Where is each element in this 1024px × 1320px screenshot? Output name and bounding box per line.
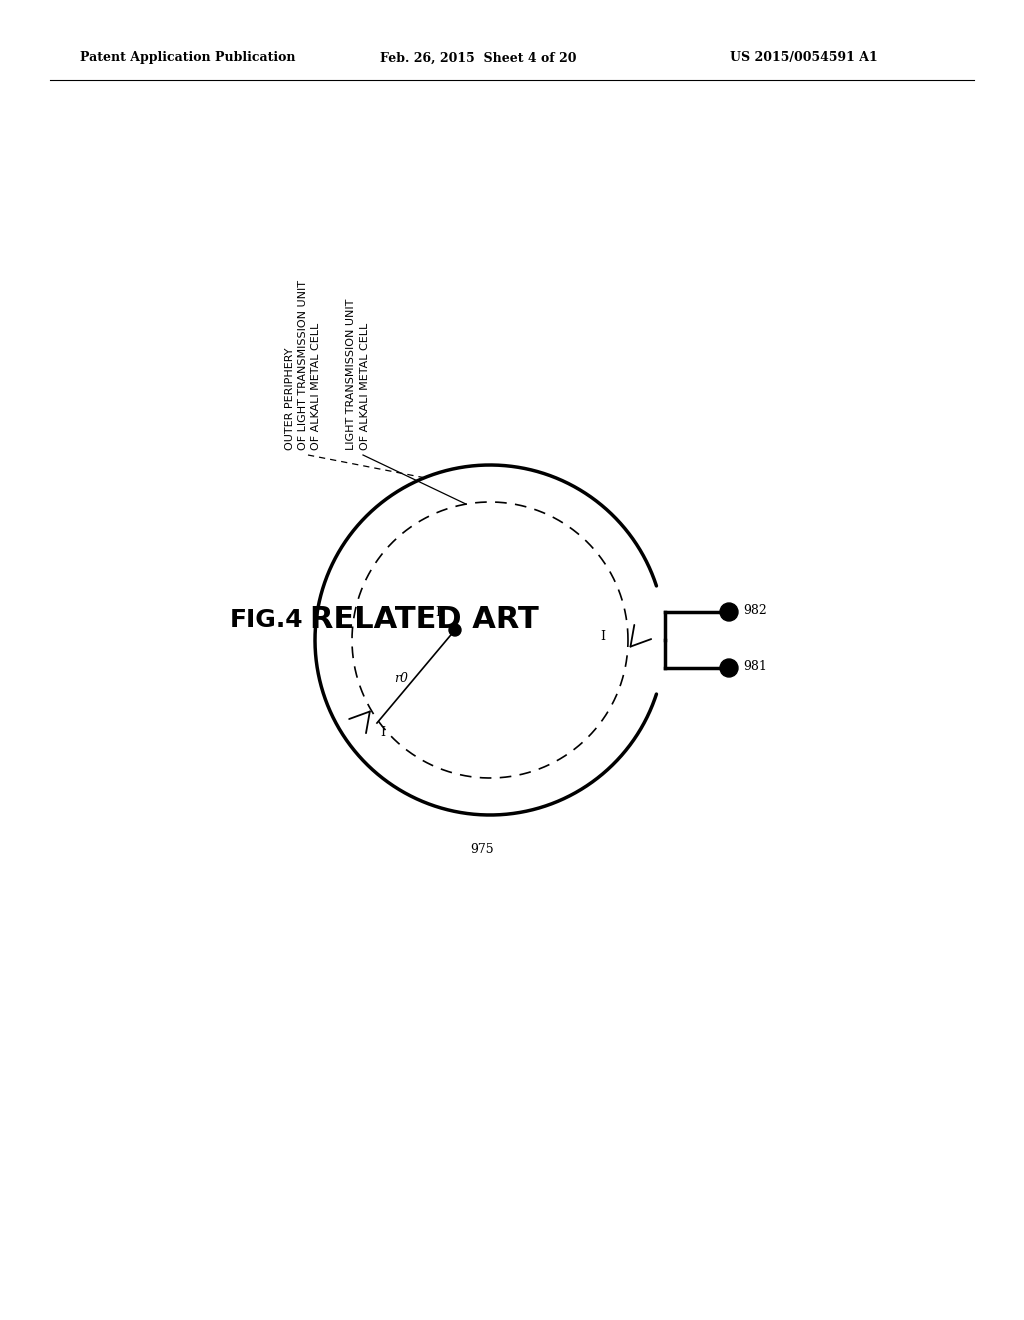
Text: Feb. 26, 2015  Sheet 4 of 20: Feb. 26, 2015 Sheet 4 of 20 <box>380 51 577 65</box>
Text: FIG.4: FIG.4 <box>230 609 304 632</box>
Text: 975: 975 <box>470 843 494 855</box>
Text: 981: 981 <box>743 660 767 672</box>
Circle shape <box>720 603 738 620</box>
Text: LIGHT TRANSMISSION UNIT
OF ALKALI METAL CELL: LIGHT TRANSMISSION UNIT OF ALKALI METAL … <box>346 298 370 450</box>
Circle shape <box>449 624 461 636</box>
Text: I: I <box>600 630 605 643</box>
Text: RELATED ART: RELATED ART <box>310 606 539 635</box>
Text: 982: 982 <box>743 603 767 616</box>
Circle shape <box>720 659 738 677</box>
Text: P: P <box>435 606 443 619</box>
Text: OUTER PERIPHERY
OF LIGHT TRANSMISSION UNIT
OF ALKALI METAL CELL: OUTER PERIPHERY OF LIGHT TRANSMISSION UN… <box>285 280 322 450</box>
Text: US 2015/0054591 A1: US 2015/0054591 A1 <box>730 51 878 65</box>
Text: Patent Application Publication: Patent Application Publication <box>80 51 296 65</box>
Text: I: I <box>380 726 385 739</box>
Text: r0: r0 <box>394 672 408 685</box>
